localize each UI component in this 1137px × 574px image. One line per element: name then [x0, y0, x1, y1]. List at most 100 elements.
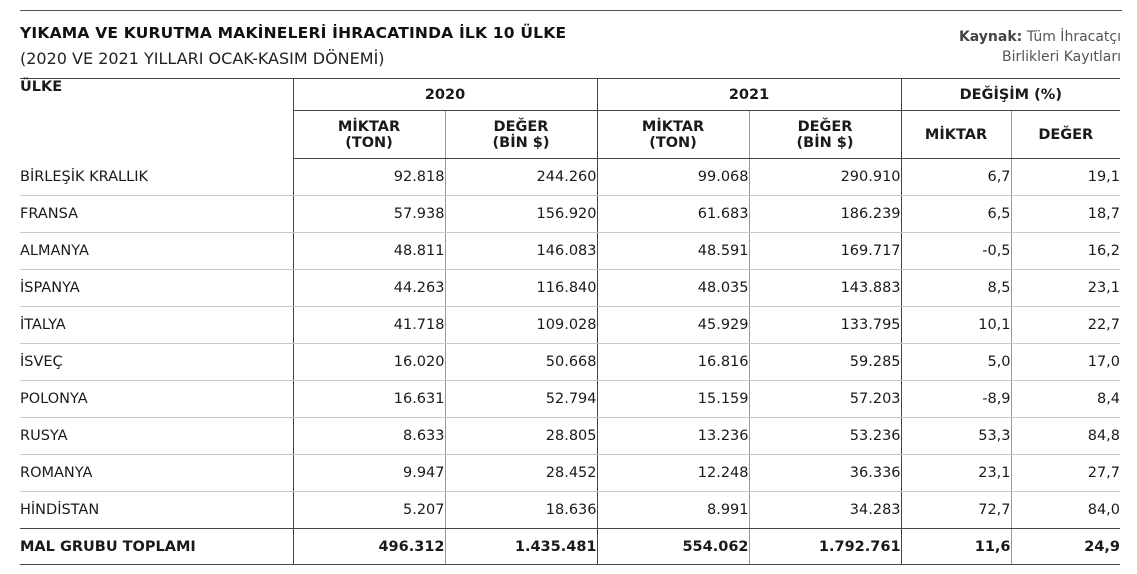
cell-country: İTALYA — [20, 306, 293, 344]
cell-change-miktar: 10,1 — [900, 306, 1012, 344]
cell-country: İSPANYA — [20, 269, 293, 307]
cell-change-miktar: -8,9 — [900, 380, 1012, 418]
cell-miktar-2020: 41.718 — [292, 306, 445, 344]
table-row: FRANSA 57.938 156.920 61.683 186.239 6,5… — [20, 195, 1121, 233]
cell-change-deger: 18,7 — [1010, 195, 1121, 233]
cell-change-deger: 16,2 — [1010, 232, 1121, 270]
cell-change-miktar: 8,5 — [900, 269, 1012, 307]
cell-miktar-2021: 16.816 — [596, 343, 750, 381]
top-rule — [20, 10, 1122, 11]
header-2021-miktar: MİKTAR (TON) — [596, 110, 750, 159]
table-row: İSVEÇ 16.020 50.668 16.816 59.285 5,0 17… — [20, 343, 1121, 381]
cell-miktar-2020: 9.947 — [292, 454, 445, 492]
cell-miktar-2020: 48.811 — [292, 232, 445, 270]
cell-change-deger: 23,1 — [1010, 269, 1121, 307]
cell-country: POLONYA — [20, 380, 293, 418]
header-2020-miktar: MİKTAR (TON) — [292, 110, 445, 159]
export-table: ÜLKE 2020 2021 DEĞİŞİM (%) MİKTAR (TON) D… — [20, 78, 1121, 565]
cell-deger-2020: 244.260 — [444, 158, 598, 196]
header-2021-deger-line2: (BİN $) — [796, 134, 854, 151]
cell-country: BİRLEŞİK KRALLIK — [20, 158, 293, 196]
table-total-row: MAL GRUBU TOPLAMI 496.312 1.435.481 554.… — [20, 528, 1121, 565]
cell-deger-2020: 28.452 — [444, 454, 598, 492]
cell-change-miktar: 23,1 — [900, 454, 1012, 492]
total-change-deger: 24,9 — [1010, 528, 1121, 565]
total-change-miktar: 11,6 — [900, 528, 1012, 565]
cell-miktar-2020: 16.631 — [292, 380, 445, 418]
table-row: HİNDİSTAN 5.207 18.636 8.991 34.283 72,7… — [20, 491, 1121, 529]
cell-deger-2020: 18.636 — [444, 491, 598, 529]
cell-country: RUSYA — [20, 417, 293, 455]
cell-change-miktar: -0,5 — [900, 232, 1012, 270]
table-header: ÜLKE 2020 2021 DEĞİŞİM (%) MİKTAR (TON) D… — [20, 78, 1121, 159]
cell-miktar-2021: 99.068 — [596, 158, 750, 196]
table-row: ALMANYA 48.811 146.083 48.591 169.717 -0… — [20, 232, 1121, 270]
cell-deger-2021: 186.239 — [748, 195, 902, 233]
cell-country: HİNDİSTAN — [20, 491, 293, 529]
cell-miktar-2021: 12.248 — [596, 454, 750, 492]
header-2021-deger-line1: DEĞER — [797, 118, 853, 135]
header-change-miktar: MİKTAR — [900, 110, 1012, 159]
cell-change-deger: 22,7 — [1010, 306, 1121, 344]
cell-change-deger: 84,8 — [1010, 417, 1121, 455]
source-line-1: Tüm İhracatçı — [1026, 29, 1121, 45]
cell-deger-2020: 156.920 — [444, 195, 598, 233]
cell-miktar-2020: 5.207 — [292, 491, 445, 529]
source-label: Kaynak: — [958, 29, 1023, 45]
cell-deger-2021: 57.203 — [748, 380, 902, 418]
header-2021-miktar-line2: (TON) — [649, 134, 697, 151]
cell-country: ROMANYA — [20, 454, 293, 492]
header-change-deger: DEĞER — [1010, 110, 1121, 159]
table-row: İSPANYA 44.263 116.840 48.035 143.883 8,… — [20, 269, 1121, 307]
cell-deger-2021: 36.336 — [748, 454, 902, 492]
page-subtitle: (2020 VE 2021 YILLARI OCAK-KASIM DÖNEMİ) — [20, 49, 385, 68]
header-2020-deger-line1: DEĞER — [493, 118, 549, 135]
cell-miktar-2021: 48.035 — [596, 269, 750, 307]
total-deger-2021: 1.792.761 — [748, 528, 902, 565]
cell-deger-2021: 290.910 — [748, 158, 902, 196]
cell-miktar-2021: 15.159 — [596, 380, 750, 418]
source-line-2: Birlikleri Kayıtları — [1001, 49, 1121, 65]
cell-miktar-2021: 45.929 — [596, 306, 750, 344]
cell-country: İSVEÇ — [20, 343, 293, 381]
header-2021-miktar-line1: MİKTAR — [641, 118, 705, 135]
cell-miktar-2021: 13.236 — [596, 417, 750, 455]
cell-change-deger: 17,0 — [1010, 343, 1121, 381]
header-2020-miktar-line1: MİKTAR — [337, 118, 401, 135]
cell-deger-2020: 116.840 — [444, 269, 598, 307]
cell-miktar-2020: 92.818 — [292, 158, 445, 196]
total-label: MAL GRUBU TOPLAMI — [20, 528, 293, 565]
cell-deger-2020: 109.028 — [444, 306, 598, 344]
table-row: BİRLEŞİK KRALLIK 92.818 244.260 99.068 2… — [20, 158, 1121, 196]
header-group-change: DEĞİŞİM (%) — [900, 78, 1121, 111]
cell-change-miktar: 6,7 — [900, 158, 1012, 196]
header-group-2020: 2020 — [292, 78, 598, 111]
cell-miktar-2021: 61.683 — [596, 195, 750, 233]
cell-change-miktar: 72,7 — [900, 491, 1012, 529]
header-2020-deger-line2: (BİN $) — [492, 134, 550, 151]
table-row: İTALYA 41.718 109.028 45.929 133.795 10,… — [20, 306, 1121, 344]
cell-miktar-2021: 48.591 — [596, 232, 750, 270]
cell-change-deger: 27,7 — [1010, 454, 1121, 492]
cell-change-deger: 8,4 — [1010, 380, 1121, 418]
total-miktar-2020: 496.312 — [292, 528, 445, 565]
header-2020-deger: DEĞER (BİN $) — [444, 110, 598, 159]
cell-miktar-2020: 8.633 — [292, 417, 445, 455]
header-country: ÜLKE — [20, 78, 293, 159]
cell-deger-2020: 146.083 — [444, 232, 598, 270]
page-title: YIKAMA VE KURUTMA MAKİNELERİ İHRACATINDA… — [20, 24, 567, 42]
cell-deger-2021: 143.883 — [748, 269, 902, 307]
table-row: RUSYA 8.633 28.805 13.236 53.236 53,3 84… — [20, 417, 1121, 455]
cell-deger-2021: 34.283 — [748, 491, 902, 529]
cell-change-deger: 84,0 — [1010, 491, 1121, 529]
cell-deger-2020: 52.794 — [444, 380, 598, 418]
cell-miktar-2020: 16.020 — [292, 343, 445, 381]
total-miktar-2021: 554.062 — [596, 528, 750, 565]
table-body: BİRLEŞİK KRALLIK 92.818 244.260 99.068 2… — [20, 158, 1121, 565]
header-2020-miktar-line2: (TON) — [345, 134, 393, 151]
source-note: Kaynak: Tüm İhracatçı Birlikleri Kayıtla… — [881, 27, 1121, 67]
cell-change-deger: 19,1 — [1010, 158, 1121, 196]
table-row: ROMANYA 9.947 28.452 12.248 36.336 23,1 … — [20, 454, 1121, 492]
cell-deger-2020: 50.668 — [444, 343, 598, 381]
cell-country: ALMANYA — [20, 232, 293, 270]
